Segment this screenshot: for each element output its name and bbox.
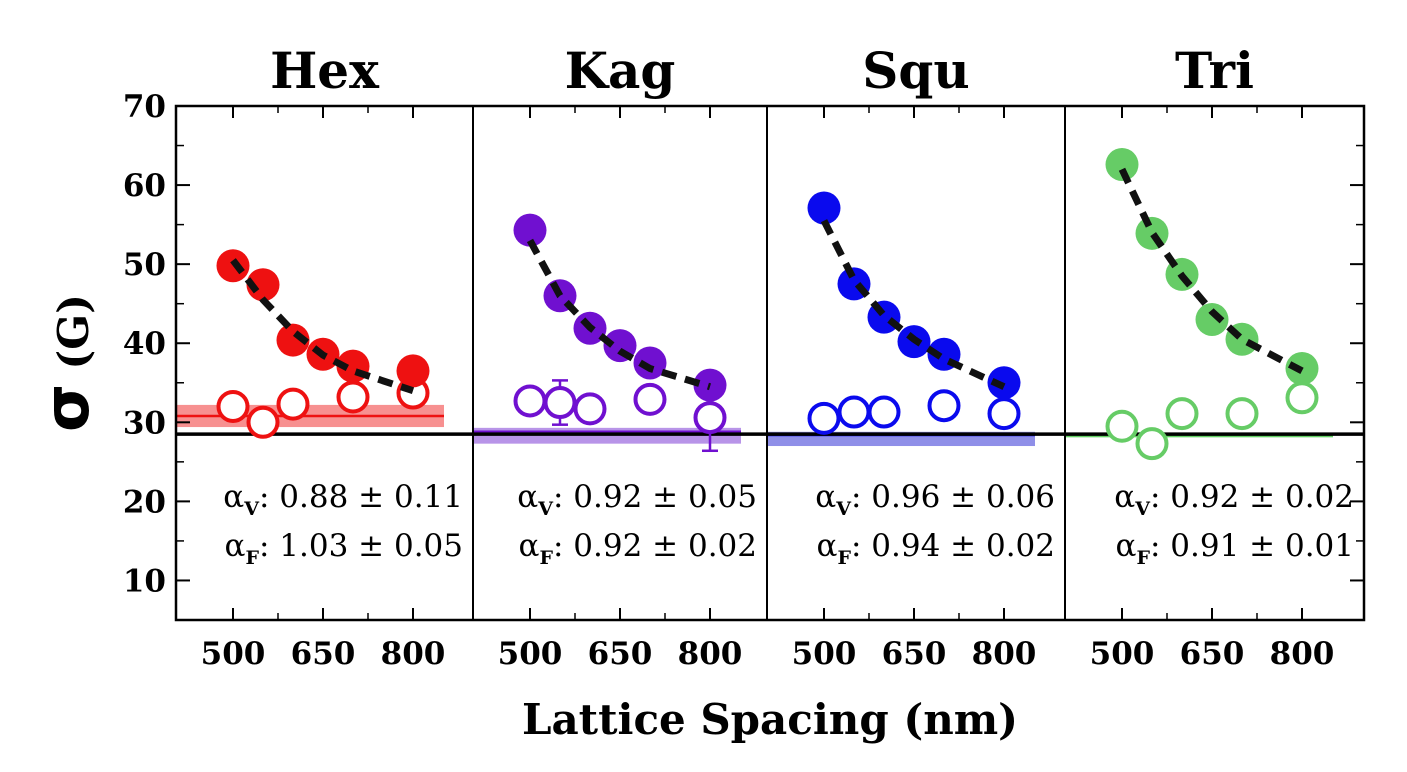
- open-marker: [633, 382, 667, 416]
- filled-marker: [396, 354, 430, 388]
- open-marker: [807, 401, 841, 435]
- x-tick-label: 800: [678, 636, 743, 672]
- alpha-f-annotation: αF: 0.91 ± 0.01: [1116, 528, 1354, 569]
- open-marker: [1225, 397, 1259, 431]
- x-tick-label: 650: [588, 636, 653, 672]
- y-axis-label: σ (G): [30, 294, 103, 432]
- fit-line: [230, 258, 415, 395]
- filled-marker: [276, 323, 310, 357]
- alpha-v-annotation: αV: 0.92 ± 0.05: [517, 479, 757, 520]
- panel-title: Squ: [862, 41, 969, 100]
- alpha-symbol: α: [517, 479, 538, 515]
- alpha-symbol: α: [1116, 528, 1137, 564]
- panel-title: Hex: [270, 41, 380, 100]
- open-marker: [513, 384, 547, 418]
- alpha-subscript: V: [243, 498, 260, 520]
- open-marker: [1285, 381, 1319, 415]
- panel-title: Tri: [1175, 41, 1254, 100]
- alpha-value: : 0.96 ± 0.06: [851, 479, 1055, 515]
- alpha-f-annotation: αF: 0.94 ± 0.02: [817, 528, 1055, 569]
- filled-marker: [633, 346, 667, 380]
- y-tick-label: 60: [123, 168, 166, 204]
- open-marker: [927, 389, 961, 423]
- y-tick-label: 20: [123, 484, 166, 520]
- filled-marker: [513, 213, 547, 247]
- y-tick-label: 40: [123, 326, 166, 362]
- y-tick-label: 50: [123, 247, 166, 283]
- open-marker: [987, 397, 1021, 431]
- x-tick-label: 500: [201, 636, 266, 672]
- alpha-value: : 0.92 ± 0.02: [553, 528, 757, 564]
- open-marker: [1135, 427, 1169, 461]
- open-marker: [1105, 409, 1139, 443]
- filled-marker: [1195, 303, 1229, 337]
- y-tick-label: 70: [123, 89, 166, 125]
- open-marker: [276, 387, 310, 421]
- x-tick-label: 500: [1090, 636, 1155, 672]
- x-tick-label: 500: [792, 636, 857, 672]
- alpha-symbol: α: [223, 479, 244, 515]
- alpha-symbol: α: [225, 528, 246, 564]
- alpha-subscript: V: [835, 498, 852, 520]
- alpha-subscript: F: [1136, 547, 1150, 569]
- alpha-v-annotation: αV: 0.88 ± 0.11: [223, 479, 463, 520]
- x-tick-label: 650: [1180, 636, 1245, 672]
- x-axis-label: Lattice Spacing (nm): [522, 695, 1018, 744]
- alpha-value: : 0.91 ± 0.01: [1150, 528, 1354, 564]
- sigma-symbol: σ: [30, 384, 103, 432]
- alpha-value: : 0.92 ± 0.02: [1150, 479, 1354, 515]
- y-tick-label: 10: [123, 563, 166, 599]
- fit-line: [1118, 167, 1304, 375]
- alpha-symbol: α: [1114, 479, 1135, 515]
- open-marker: [867, 395, 901, 429]
- y-tick-label: 30: [123, 405, 166, 441]
- open-marker: [573, 392, 607, 426]
- alpha-f-annotation: αF: 1.03 ± 0.05: [225, 528, 463, 569]
- alpha-symbol: α: [817, 528, 838, 564]
- alpha-subscript: F: [837, 547, 851, 569]
- alpha-subscript: V: [1134, 498, 1151, 520]
- alpha-v-annotation: αV: 0.92 ± 0.02: [1114, 479, 1354, 520]
- alpha-value: : 0.92 ± 0.05: [553, 479, 757, 515]
- fit-line: [820, 219, 1006, 390]
- open-marker: [837, 395, 871, 429]
- open-marker: [693, 401, 727, 435]
- x-tick-label: 500: [498, 636, 563, 672]
- fit-line: [526, 238, 712, 391]
- y-axis-unit: (G): [49, 294, 98, 370]
- alpha-value: : 0.88 ± 0.11: [259, 479, 463, 515]
- open-marker: [336, 380, 370, 414]
- x-tick-label: 800: [381, 636, 446, 672]
- x-tick-label: 650: [882, 636, 947, 672]
- alpha-value: : 0.94 ± 0.02: [851, 528, 1055, 564]
- alpha-subscript: F: [245, 547, 259, 569]
- open-marker: [216, 389, 250, 423]
- open-marker: [246, 405, 280, 439]
- plot-frame: [174, 104, 1366, 622]
- alpha-f-annotation: αF: 0.92 ± 0.02: [519, 528, 757, 569]
- alpha-v-annotation: αV: 0.96 ± 0.06: [815, 479, 1055, 520]
- alpha-symbol: α: [519, 528, 540, 564]
- filled-marker: [987, 366, 1021, 400]
- open-marker: [543, 386, 577, 420]
- x-tick-label: 800: [972, 636, 1037, 672]
- alpha-subscript: F: [539, 547, 553, 569]
- open-marker: [1165, 397, 1199, 431]
- panel-title: Kag: [565, 41, 676, 100]
- x-tick-label: 650: [291, 636, 356, 672]
- alpha-value: : 1.03 ± 0.05: [259, 528, 463, 564]
- filled-marker: [1105, 148, 1139, 182]
- filled-marker: [246, 268, 280, 302]
- filled-marker: [807, 191, 841, 225]
- alpha-symbol: α: [815, 479, 836, 515]
- alpha-subscript: V: [537, 498, 554, 520]
- x-tick-label: 800: [1270, 636, 1335, 672]
